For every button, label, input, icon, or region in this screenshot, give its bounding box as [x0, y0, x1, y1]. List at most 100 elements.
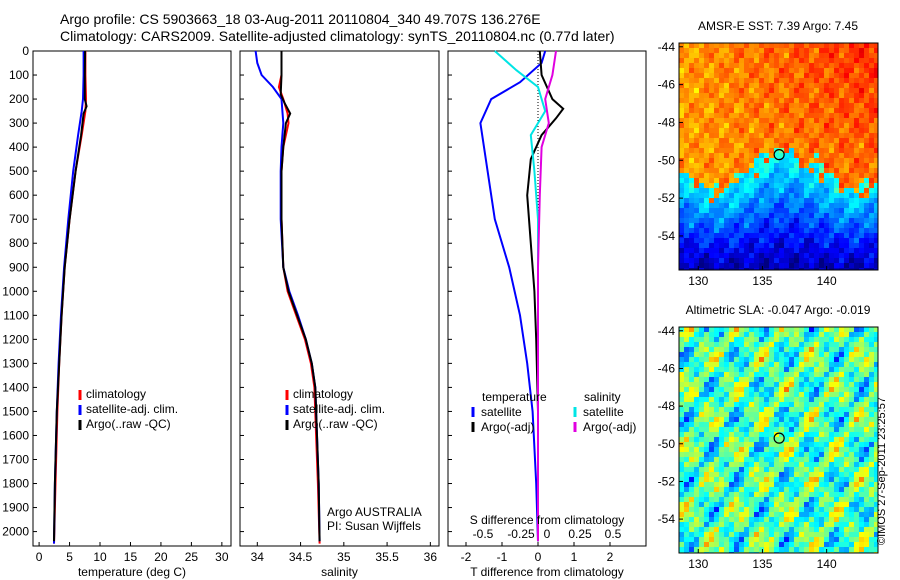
difference-xtick-label: -1 [497, 550, 508, 564]
temperature-plot-frame [32, 50, 232, 547]
depth-tick-label: 1600 [2, 428, 29, 442]
credit-text: ©IMOS 27-Sep-2011 23:25:57 [876, 397, 888, 545]
temperature-xtick-label: 10 [93, 550, 107, 564]
temperature-legend-label: Argo(..raw -QC) [86, 417, 171, 431]
salinity-xlabel: salinity [321, 565, 358, 579]
sla-map-heatmap-cells [679, 327, 878, 553]
difference-series-satellite-0 [479, 50, 547, 542]
temperature-legend-label: satellite-adj. clim. [86, 402, 178, 416]
sla-map-ytick-label: -50 [658, 437, 676, 451]
salinity-plot-frame [239, 50, 440, 547]
temperature-legend-label: climatology [86, 387, 146, 401]
temperature-xtick-label: 5 [66, 550, 73, 564]
sst-map-xtick-label: 135 [752, 274, 772, 288]
temperature-xtick-label: 15 [124, 550, 138, 564]
salinity-difference-tick: 0.5 [605, 527, 622, 541]
depth-tick-label: 0 [22, 44, 29, 58]
depth-tick-label: 1200 [2, 332, 29, 346]
sst-map-ytick-label: -52 [658, 191, 676, 205]
depth-tick-label: 1700 [2, 452, 29, 466]
sst-map-ytick-label: -50 [658, 153, 676, 167]
sst-map-title: AMSR-E SST: 7.39 Argo: 7.45 [698, 19, 858, 33]
difference-xtick-label: 2 [607, 550, 614, 564]
temperature-xlabel: temperature (deg C) [78, 565, 186, 579]
temperature-xtick-label: 0 [36, 550, 43, 564]
sst-map-xtick-label: 130 [688, 274, 708, 288]
sst-map-ytick-label: -44 [658, 40, 676, 54]
sla-map-float-marker [773, 432, 785, 444]
temperature-xtick-label: 30 [215, 550, 229, 564]
sla-map-ytick-label: -44 [658, 324, 676, 338]
depth-tick-label: 1000 [2, 284, 29, 298]
salinity-xtick-label: 34 [251, 550, 265, 564]
salinity-xtick-label: 34.5 [289, 550, 313, 564]
sst-map-ytick-label: -46 [658, 78, 676, 92]
salinity-xtick-label: 36 [424, 550, 438, 564]
sst-map-heatmap-cells [679, 43, 878, 270]
temperature-series-argo---raw--qc--2 [53, 50, 88, 542]
salinity-difference-tick: -0.5 [473, 527, 494, 541]
sla-map-xtick-label: 130 [688, 557, 708, 571]
depth-tick-label: 1400 [2, 380, 29, 394]
salinity-xtick-label: 35.5 [375, 550, 399, 564]
salinity-difference-label: S difference from climatology [470, 513, 625, 527]
sst-map-xtick-label: 140 [817, 274, 837, 288]
temperature-series-satellite-adj--clim--1 [53, 51, 85, 544]
difference-legend-title-temperature: temperature [482, 390, 547, 404]
difference-xlabel: T difference from climatology [470, 565, 624, 579]
sla-map-ytick-label: -48 [658, 399, 676, 413]
difference-legend-label: satellite [583, 405, 624, 419]
sla-map-frame [678, 326, 879, 554]
depth-tick-label: 2000 [2, 525, 29, 539]
depth-tick-label: 600 [9, 188, 29, 202]
sla-map-ytick-label: -46 [658, 361, 676, 375]
difference-xtick-label: -2 [461, 550, 472, 564]
depth-tick-label: 700 [9, 212, 29, 226]
difference-legend-label: Argo(-adj) [583, 420, 636, 434]
difference-series-argo--adj--1 [526, 50, 565, 542]
sla-map-ytick-label: -54 [658, 512, 676, 526]
depth-tick-label: 900 [9, 260, 29, 274]
sla-map-xtick-label: 135 [752, 557, 772, 571]
figure-title-line2: Climatology: CARS2009. Satellite-adjuste… [60, 28, 615, 44]
difference-plot-frame [447, 50, 647, 547]
depth-tick-label: 1300 [2, 356, 29, 370]
depth-tick-label: 100 [9, 68, 29, 82]
difference-xtick-label: 1 [571, 550, 578, 564]
float-annotation: PI: Susan Wijffels [327, 519, 421, 533]
sst-map-frame [678, 42, 879, 271]
difference-legend-title-salinity: salinity [584, 390, 621, 404]
salinity-difference-tick: 0.25 [568, 527, 592, 541]
sst-map-ytick-label: -54 [658, 229, 676, 243]
salinity-legend-label: climatology [293, 387, 353, 401]
temperature-series-climatology-0 [53, 51, 88, 544]
figure-title-line1: Argo profile: CS 5903663_18 03-Aug-2011 … [60, 11, 541, 27]
depth-tick-label: 500 [9, 164, 29, 178]
sst-map-float-marker [773, 149, 785, 161]
salinity-legend-label: Argo(..raw -QC) [293, 417, 378, 431]
depth-tick-label: 400 [9, 140, 29, 154]
sla-map-title: Altimetric SLA: -0.047 Argo: -0.019 [686, 303, 871, 317]
depth-tick-label: 800 [9, 236, 29, 250]
temperature-xtick-label: 25 [185, 550, 199, 564]
salinity-legend-label: satellite-adj. clim. [293, 402, 385, 416]
sla-map-xtick-label: 140 [817, 557, 837, 571]
float-annotation: Argo AUSTRALIA [327, 505, 422, 519]
depth-tick-label: 300 [9, 116, 29, 130]
salinity-difference-tick: -0.25 [507, 527, 535, 541]
sla-map-ytick-label: -52 [658, 474, 676, 488]
depth-tick-label: 1500 [2, 404, 29, 418]
temperature-xtick-label: 20 [154, 550, 168, 564]
difference-legend-label: Argo(-adj) [481, 420, 534, 434]
salinity-difference-tick: 0 [544, 527, 551, 541]
sst-map-ytick-label: -48 [658, 115, 676, 129]
depth-tick-label: 1100 [3, 308, 29, 322]
salinity-xtick-label: 35 [337, 550, 351, 564]
difference-legend-label: satellite [481, 405, 522, 419]
difference-xtick-label: 0 [535, 550, 542, 564]
depth-tick-label: 1900 [2, 501, 29, 515]
salinity-series-argo---raw--qc--2 [279, 51, 321, 542]
depth-tick-label: 200 [9, 92, 29, 106]
difference-series-argo--adj--3 [537, 50, 557, 542]
